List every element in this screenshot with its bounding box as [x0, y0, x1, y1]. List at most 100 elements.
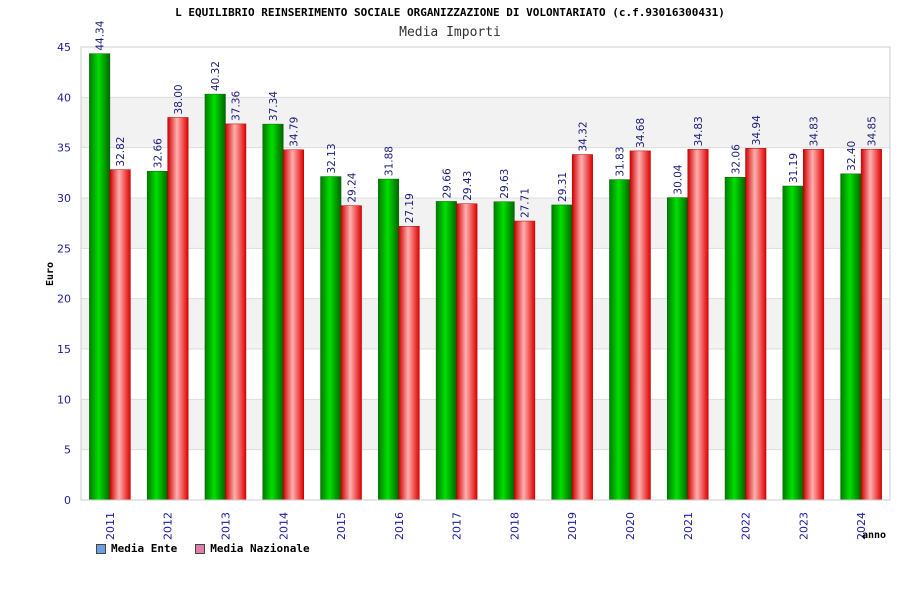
plot-band: [81, 298, 890, 349]
bar-media-nazionale-2017: [456, 203, 478, 501]
data-label: 34.94: [751, 115, 763, 145]
plot-band: [81, 198, 890, 249]
data-label: 30.04: [673, 164, 685, 194]
data-label: 32.66: [152, 138, 164, 168]
bar-media-nazionale-2012: [167, 117, 189, 501]
data-label: 34.32: [577, 121, 589, 151]
bar-media-ente-2014: [262, 123, 284, 501]
plot-band: [81, 349, 890, 400]
data-label: 40.32: [210, 61, 222, 91]
data-label: 34.83: [693, 116, 705, 146]
legend-label-media-nazionale: Media Nazionale: [210, 542, 310, 555]
data-label: 29.66: [441, 168, 453, 198]
data-label: 27.71: [520, 188, 532, 218]
data-label: 29.43: [462, 171, 474, 201]
plot-band: [81, 147, 890, 198]
data-label: 29.31: [557, 172, 569, 202]
y-tick-label: 25: [57, 242, 71, 255]
bar-media-ente-2021: [667, 197, 688, 501]
y-tick-label: 30: [57, 192, 71, 205]
bar-media-ente-2024: [840, 173, 862, 501]
data-label: 34.85: [866, 116, 878, 146]
plot-band: [81, 248, 890, 299]
x-axis-title: anno: [862, 530, 886, 541]
plot-band: [81, 97, 890, 148]
data-label: 37.36: [231, 91, 243, 121]
bar-media-nazionale-2018: [514, 220, 536, 501]
legend-swatch-media-ente: [96, 543, 106, 554]
bar-media-ente-2023: [782, 185, 804, 501]
x-tick-label: 2020: [624, 512, 637, 540]
y-tick-label: 15: [57, 343, 71, 356]
bar-media-nazionale-2015: [340, 205, 362, 501]
bar-media-nazionale-2022: [745, 148, 767, 501]
plot-band: [81, 399, 890, 450]
bar-media-ente-2015: [320, 176, 342, 501]
bar-media-ente-2017: [435, 201, 457, 501]
x-tick-label: 2023: [797, 512, 810, 540]
data-label: 31.88: [384, 146, 396, 176]
y-tick-label: 10: [57, 393, 71, 406]
y-tick-label: 20: [57, 293, 71, 306]
x-tick-label: 2018: [508, 512, 521, 540]
y-tick-label: 5: [64, 444, 71, 457]
data-label: 44.34: [95, 20, 107, 50]
bar-media-nazionale-2021: [687, 149, 709, 501]
bar-media-nazionale-2020: [629, 150, 651, 501]
bar-media-nazionale-2019: [571, 154, 593, 501]
bar-media-nazionale-2011: [109, 169, 131, 501]
x-tick-label: 2017: [451, 512, 464, 540]
y-tick-label: 0: [64, 494, 71, 507]
plot-band: [81, 47, 890, 98]
x-tick-label: 2019: [566, 512, 579, 540]
legend-label-media-ente: Media Ente: [111, 542, 178, 555]
y-tick-label: 40: [57, 91, 71, 104]
bar-media-ente-2011: [89, 53, 111, 501]
x-tick-label: 2016: [393, 512, 406, 540]
x-tick-label: 2012: [162, 512, 175, 540]
bar-media-ente-2022: [724, 177, 746, 501]
data-label: 31.83: [615, 147, 627, 177]
bar-media-nazionale-2016: [398, 226, 420, 501]
bar-media-ente-2013: [204, 93, 226, 501]
data-label: 32.40: [846, 141, 858, 171]
bar-media-ente-2016: [378, 178, 400, 501]
data-label: 34.68: [635, 118, 647, 148]
bar-media-nazionale-2013: [225, 123, 247, 501]
legend-item-media-nazionale: Media Nazionale: [195, 542, 310, 555]
x-tick-label: 2014: [277, 512, 290, 540]
data-label: 29.63: [499, 169, 511, 199]
y-axis-title: Euro: [45, 262, 56, 286]
data-label: 37.34: [268, 91, 280, 121]
data-label: 32.13: [326, 143, 338, 173]
data-label: 31.19: [788, 153, 800, 183]
x-tick-label: 2011: [104, 512, 117, 540]
data-label: 34.79: [289, 117, 301, 147]
y-tick-label: 45: [57, 41, 71, 54]
data-label: 27.19: [404, 193, 416, 223]
plot-band: [81, 449, 890, 500]
bar-media-nazionale-2024: [860, 148, 882, 501]
data-label: 38.00: [173, 84, 185, 114]
chart-title: L EQUILIBRIO REINSERIMENTO SOCIALE ORGAN…: [175, 6, 725, 19]
data-label: 34.83: [809, 116, 821, 146]
bar-media-ente-2012: [146, 170, 168, 501]
data-label: 29.24: [346, 172, 358, 202]
bar-media-ente-2018: [493, 201, 515, 501]
legend: Media Ente Media Nazionale: [96, 542, 310, 555]
bar-media-nazionale-2014: [283, 149, 304, 501]
data-label: 32.82: [115, 137, 127, 167]
chart-subtitle: Media Importi: [399, 25, 501, 40]
bar-media-ente-2019: [551, 204, 573, 501]
y-tick-label: 35: [57, 142, 71, 155]
data-label: 32.06: [730, 144, 742, 174]
x-tick-label: 2021: [682, 512, 695, 540]
x-tick-label: 2015: [335, 512, 348, 540]
legend-swatch-media-nazionale: [195, 543, 206, 554]
x-tick-label: 2022: [740, 512, 753, 540]
x-tick-label: 2024: [855, 512, 868, 540]
legend-item-media-ente: Media Ente: [96, 542, 177, 555]
bar-media-nazionale-2023: [803, 149, 825, 501]
plot-border: [80, 46, 891, 501]
